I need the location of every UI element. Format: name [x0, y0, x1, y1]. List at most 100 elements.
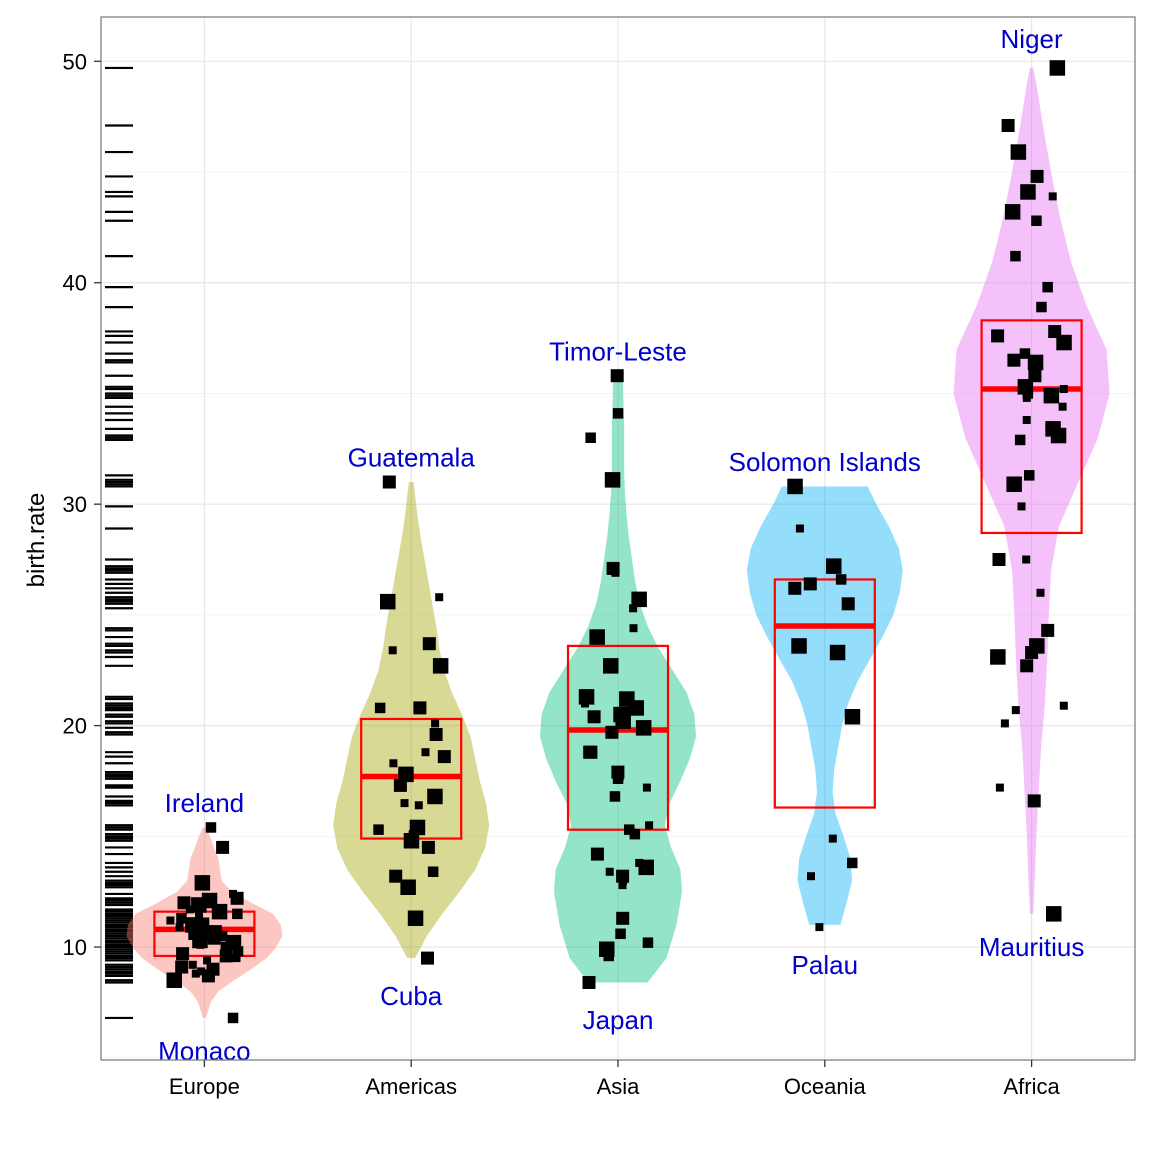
point-americas: [400, 799, 409, 808]
point-asia: [604, 472, 621, 488]
point-americas: [432, 658, 449, 674]
point-americas: [413, 701, 427, 715]
point-asia: [624, 824, 635, 835]
point-africa: [1043, 387, 1060, 404]
point-asia: [645, 821, 654, 830]
point-africa: [1041, 623, 1055, 637]
point-americas: [393, 778, 407, 792]
point-oceania: [829, 644, 846, 661]
point-africa: [1017, 379, 1034, 395]
point-asia: [590, 847, 604, 861]
box-africa: [980, 319, 1083, 535]
point-asia: [629, 624, 638, 633]
x-tick-label-europe: Europe: [169, 1074, 240, 1099]
label-ireland: Ireland: [165, 788, 245, 818]
x-tick-label-asia: Asia: [597, 1074, 641, 1099]
point-americas: [382, 475, 396, 489]
point-africa: [1027, 354, 1044, 371]
point-africa: [1048, 325, 1062, 338]
point-asia: [616, 869, 630, 883]
point-africa: [1031, 215, 1042, 226]
point-asia: [629, 828, 641, 840]
point-oceania: [807, 872, 815, 881]
point-africa: [1022, 416, 1031, 424]
point-africa: [1056, 334, 1072, 351]
point-africa: [1001, 119, 1015, 132]
point-asia: [629, 604, 638, 613]
point-europe: [198, 917, 210, 928]
point-asia: [606, 561, 620, 575]
point-americas: [421, 840, 435, 854]
point-americas: [429, 728, 443, 741]
point-europe: [201, 892, 218, 909]
data-points: [166, 60, 1072, 1024]
label-cuba: Cuba: [380, 981, 443, 1011]
point-europe: [191, 969, 200, 978]
point-asia: [583, 745, 597, 759]
point-oceania: [826, 558, 842, 574]
point-europe: [232, 946, 244, 957]
point-oceania: [791, 638, 807, 654]
point-oceania: [841, 597, 855, 611]
box-oceania: [773, 578, 876, 809]
point-africa: [1006, 476, 1022, 492]
point-asia: [610, 369, 624, 383]
point-americas: [389, 869, 403, 883]
point-europe: [194, 875, 211, 891]
point-americas: [373, 824, 384, 835]
point-americas: [421, 748, 430, 757]
point-americas: [437, 750, 451, 764]
y-tick-label-10: 10: [63, 935, 87, 960]
y-axis-title: birth.rate: [23, 493, 50, 588]
point-europe: [206, 962, 220, 976]
point-europe: [176, 913, 187, 924]
point-europe: [216, 930, 228, 942]
point-africa: [1019, 348, 1031, 359]
violin-oceania: [746, 486, 903, 925]
point-americas: [407, 910, 424, 926]
point-americas: [435, 593, 444, 602]
point-americas: [400, 879, 416, 895]
point-africa: [1010, 250, 1021, 262]
point-asia: [582, 976, 596, 989]
point-europe: [227, 1012, 239, 1024]
point-europe: [185, 917, 201, 933]
point-africa: [1010, 144, 1027, 160]
point-asia: [603, 658, 619, 674]
point-asia: [599, 941, 615, 957]
point-asia: [618, 881, 627, 890]
point-europe: [166, 972, 182, 988]
point-oceania: [847, 857, 858, 869]
box-asia: [566, 644, 670, 831]
point-asia: [587, 710, 601, 724]
y-axis: 10 20 30 40 50: [63, 49, 101, 960]
point-africa: [1046, 906, 1062, 922]
point-africa: [991, 329, 1005, 343]
point-americas: [427, 866, 439, 877]
point-africa: [1049, 60, 1066, 76]
point-americas: [427, 788, 443, 805]
point-americas: [398, 766, 414, 783]
point-africa: [1030, 169, 1044, 183]
point-asia: [635, 720, 652, 736]
point-asia: [605, 725, 619, 739]
point-europe: [185, 905, 194, 914]
point-europe: [205, 822, 217, 833]
outlier-labels: IrelandMonacoGuatemalaCubaTimor-LesteJap…: [158, 24, 1084, 1066]
point-asia: [611, 765, 625, 779]
point-africa: [1020, 659, 1034, 673]
point-africa: [1027, 794, 1041, 808]
point-africa: [1011, 706, 1020, 715]
point-asia: [642, 937, 654, 948]
point-europe: [176, 947, 190, 961]
point-africa: [990, 649, 1006, 665]
x-tick-label-oceania: Oceania: [784, 1074, 867, 1099]
label-niger: Niger: [1001, 24, 1063, 54]
point-americas: [409, 819, 426, 836]
point-europe: [175, 923, 184, 932]
point-americas: [422, 637, 436, 651]
point-europe: [232, 908, 243, 920]
point-europe: [216, 840, 230, 854]
y-tick-label-20: 20: [63, 714, 87, 739]
